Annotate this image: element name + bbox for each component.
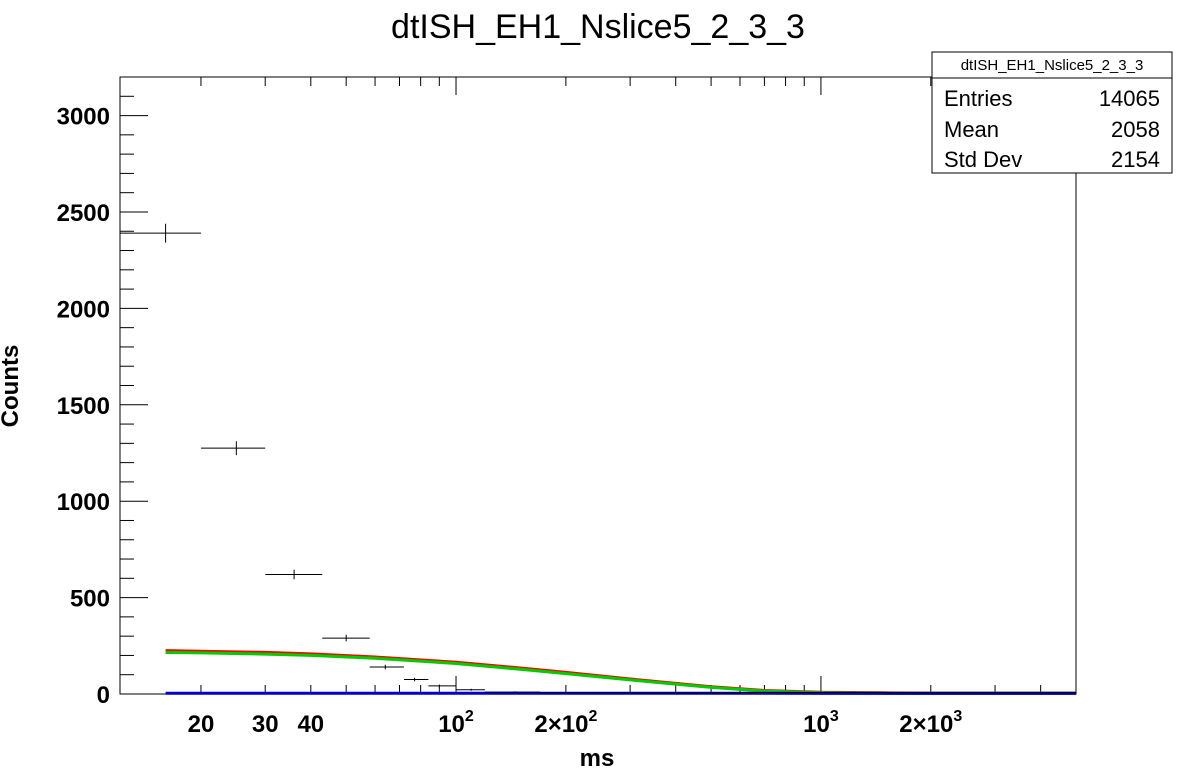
data-point: [540, 692, 631, 694]
x-tick-label: 2×103: [899, 708, 962, 738]
x-axis-tick-labels: 20 30 40 102 2×102 103 2×103: [188, 708, 963, 738]
data-point: [403, 677, 429, 682]
data-point: [369, 664, 404, 670]
y-tick-label: 1500: [57, 393, 110, 420]
x-tick-label: 20: [188, 711, 215, 738]
data-point: [739, 691, 886, 694]
y-tick-label: 2000: [57, 296, 110, 323]
stats-mean-label: Mean: [944, 117, 999, 142]
data-point: [428, 684, 457, 688]
x-tick-label: 103: [803, 708, 839, 738]
stats-mean-value: 2058: [1111, 117, 1160, 142]
stats-stddev-label: Std Dev: [944, 147, 1022, 172]
y-tick-label: 2500: [57, 200, 110, 227]
fit-curve-1: [165, 649, 1076, 695]
data-point: [885, 692, 1076, 694]
x-tick-label: 40: [297, 711, 324, 738]
data-point: [265, 569, 323, 580]
stats-entries-label: Entries: [944, 86, 1012, 111]
stats-box: dtISH_EH1_Nslice5_2_3_3 Entries 14065 Me…: [931, 51, 1173, 174]
x-tick-label: 102: [438, 708, 474, 738]
y-tick-label: 1000: [57, 489, 110, 516]
fit-curve-2: [165, 651, 1076, 695]
x-tick-label: 2×102: [534, 708, 597, 738]
fit-curves: [165, 649, 1076, 695]
y-tick-label: 3000: [57, 104, 110, 131]
x-axis-title: ms: [580, 745, 615, 772]
y-tick-label: 500: [70, 586, 110, 613]
data-point: [322, 634, 370, 642]
stats-stddev-value: 2154: [1111, 147, 1160, 172]
data-point: [630, 692, 740, 694]
data-point: [456, 688, 485, 691]
y-axis-ticks: [120, 76, 148, 695]
stats-box-name: dtISH_EH1_Nslice5_2_3_3: [961, 57, 1144, 74]
histogram-points: [120, 223, 1076, 694]
x-tick-label: 30: [252, 711, 279, 738]
y-axis-tick-labels: 0 500 1000 1500 2000 2500 3000: [57, 104, 110, 709]
y-axis-title: Counts: [0, 345, 24, 428]
data-point: [484, 691, 541, 693]
chart-title: dtISH_EH1_Nslice5_2_3_3: [391, 8, 805, 46]
data-point: [120, 223, 201, 243]
y-tick-label: 0: [97, 682, 110, 709]
stats-entries-value: 14065: [1099, 86, 1160, 111]
data-point: [200, 441, 266, 456]
